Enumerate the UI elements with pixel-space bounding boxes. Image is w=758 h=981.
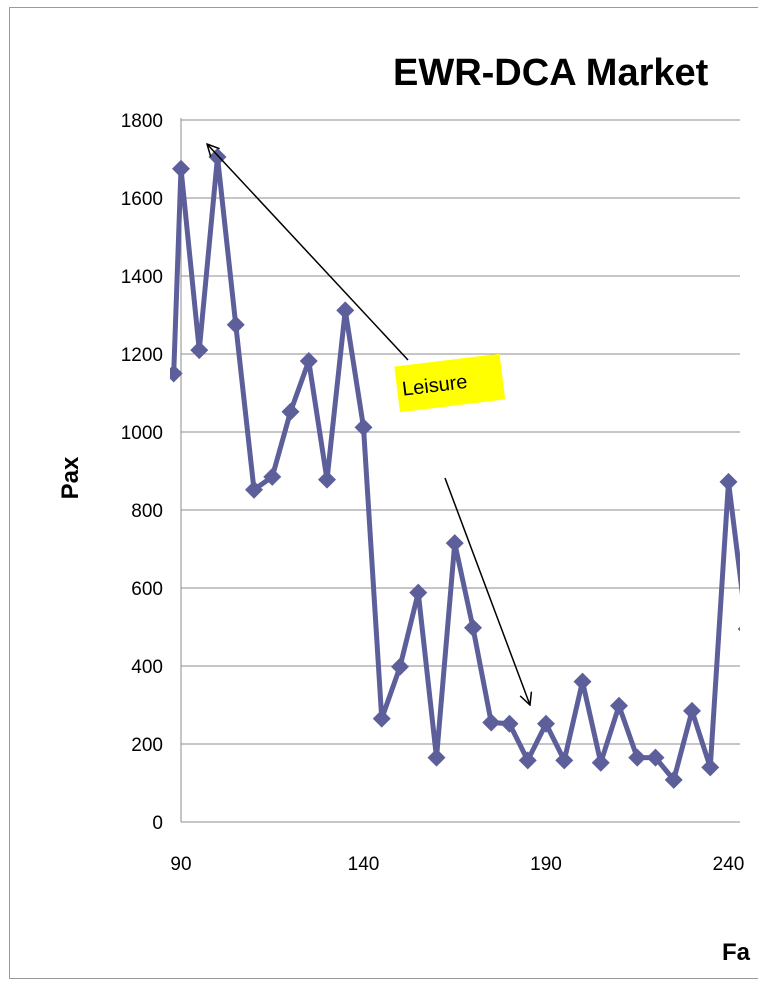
data-point	[500, 714, 519, 733]
data-point	[208, 148, 227, 167]
leisure-arrow-down	[444, 477, 530, 705]
data-point	[409, 583, 428, 602]
data-point	[664, 770, 683, 789]
y-tick-label: 400	[131, 657, 163, 678]
y-tick-label: 1800	[121, 111, 163, 132]
data-point	[281, 402, 300, 421]
y-tick-label: 1200	[121, 345, 163, 366]
data-point	[170, 364, 183, 383]
chart-frame	[9, 7, 758, 979]
data-point	[427, 748, 446, 767]
data-point	[737, 626, 740, 632]
gridlines	[180, 118, 740, 823]
series-group	[170, 148, 758, 789]
y-tick-labels: 0 200 400 600 800 1000 1200 1400 1600 1800	[121, 111, 163, 834]
data-point	[701, 758, 720, 777]
x-axis-label: Fa	[722, 939, 751, 966]
data-point	[391, 657, 409, 676]
y-tick-label: 0	[152, 813, 163, 834]
data-point	[226, 315, 245, 334]
y-tick-label: 1000	[121, 423, 163, 444]
leisure-arrow-up	[207, 144, 409, 361]
x-tick-labels: 90 140 190 240	[170, 854, 744, 875]
y-tick-label: 1400	[121, 267, 163, 288]
data-point	[263, 467, 282, 486]
data-point	[719, 472, 738, 491]
chart-title: EWR-DCA Market	[393, 52, 709, 94]
data-point	[591, 753, 610, 772]
data-point	[537, 714, 555, 733]
data-point	[172, 159, 190, 178]
x-tick-label: 90	[170, 854, 191, 875]
data-point	[555, 751, 574, 770]
data-point	[445, 534, 464, 553]
x-tick-label: 190	[530, 854, 562, 875]
data-point	[190, 341, 209, 360]
data-point	[245, 480, 263, 499]
x-tick-label: 140	[348, 854, 380, 875]
series-line	[171, 154, 740, 783]
y-tick-label: 200	[131, 735, 163, 756]
data-point	[336, 301, 355, 320]
data-point	[745, 556, 758, 574]
data-point	[464, 618, 482, 637]
data-point	[354, 418, 373, 437]
data-point	[628, 748, 647, 767]
x-tick-label: 240	[713, 854, 745, 875]
y-axis-label: Pax	[57, 456, 84, 499]
leisure-callout: Leisure	[394, 353, 506, 413]
data-point	[573, 672, 592, 691]
data-point	[299, 352, 318, 371]
y-tick-label: 600	[131, 579, 163, 600]
data-point	[482, 713, 501, 732]
data-point	[683, 701, 701, 720]
y-tick-label: 1600	[121, 189, 163, 210]
data-point	[372, 709, 391, 728]
data-point	[518, 751, 537, 770]
leisure-callout-box	[394, 353, 506, 413]
y-tick-label: 800	[131, 501, 163, 522]
data-point	[610, 696, 628, 715]
data-point	[318, 470, 336, 489]
data-point	[646, 748, 665, 767]
